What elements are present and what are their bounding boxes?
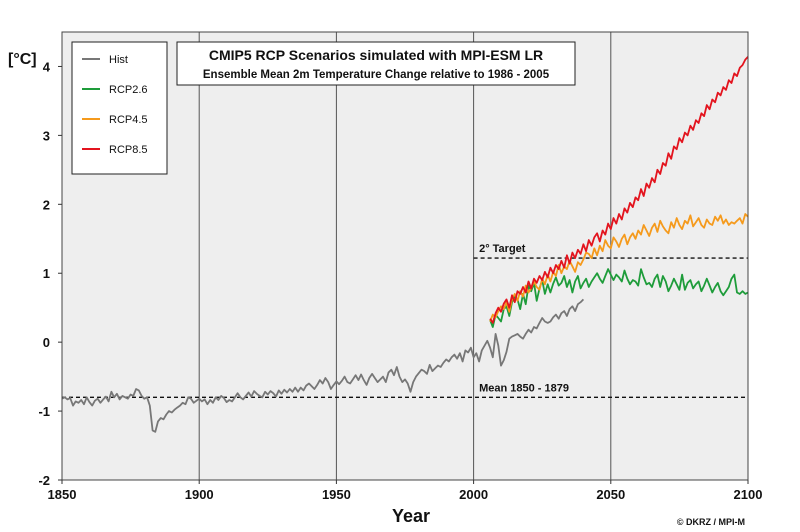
y-axis-ticks: -2 -1 0 1 2 3 4 xyxy=(38,59,62,488)
two-degree-target-label: 2° Target xyxy=(479,243,526,255)
x-tick-label-2050: 2050 xyxy=(596,487,625,502)
x-tick-label-1950: 1950 xyxy=(322,487,351,502)
legend-label-rcp8-5: RCP8.5 xyxy=(109,144,148,156)
chart-subtitle: Ensemble Mean 2m Temperature Change rela… xyxy=(203,69,550,81)
series-lines xyxy=(61,56,749,433)
vertical-grid xyxy=(198,32,612,480)
y-tick-label-2: 2 xyxy=(43,197,50,212)
legend-label-rcp4-5: RCP4.5 xyxy=(109,114,148,126)
series-line-rcp8-5 xyxy=(489,56,749,324)
y-tick-label--2: -2 xyxy=(38,473,50,488)
legend-label-rcp2-6: RCP2.6 xyxy=(109,84,148,96)
plot-background xyxy=(62,32,748,480)
x-axis-ticks: 1850 1900 1950 2000 2050 2100 xyxy=(48,480,763,502)
y-tick-label-1: 1 xyxy=(43,266,50,281)
x-axis-label: Year xyxy=(392,506,430,526)
y-axis-label: [°C] xyxy=(8,51,37,68)
legend-label-hist: Hist xyxy=(109,54,128,66)
series-line-hist xyxy=(61,298,585,433)
plot-frame xyxy=(61,31,749,481)
reference-lines xyxy=(62,257,748,398)
legend: Hist RCP2.6 RCP4.5 RCP8.5 xyxy=(71,41,168,175)
credit-text: © DKRZ / MPI-M xyxy=(677,517,745,527)
x-tick-label-1900: 1900 xyxy=(185,487,214,502)
y-tick-label-3: 3 xyxy=(43,128,50,143)
baseline-mean-label: Mean 1850 - 1879 xyxy=(479,382,569,394)
chart-title: CMIP5 RCP Scenarios simulated with MPI-E… xyxy=(209,47,543,63)
x-tick-label-2100: 2100 xyxy=(734,487,763,502)
y-tick-label--1: -1 xyxy=(38,404,50,419)
y-tick-label-4: 4 xyxy=(43,59,51,74)
x-tick-label-2000: 2000 xyxy=(459,487,488,502)
x-tick-label-1850: 1850 xyxy=(48,487,77,502)
y-tick-label-0: 0 xyxy=(43,335,50,350)
title-box: CMIP5 RCP Scenarios simulated with MPI-E… xyxy=(176,41,576,86)
